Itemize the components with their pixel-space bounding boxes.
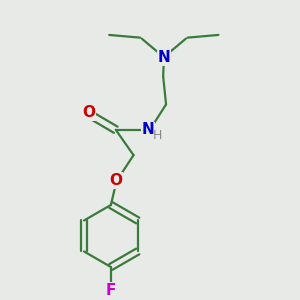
Text: H: H bbox=[153, 129, 162, 142]
Text: O: O bbox=[109, 173, 122, 188]
Text: O: O bbox=[82, 105, 95, 120]
Text: N: N bbox=[158, 50, 170, 65]
Text: F: F bbox=[106, 283, 116, 298]
Text: N: N bbox=[142, 122, 155, 137]
